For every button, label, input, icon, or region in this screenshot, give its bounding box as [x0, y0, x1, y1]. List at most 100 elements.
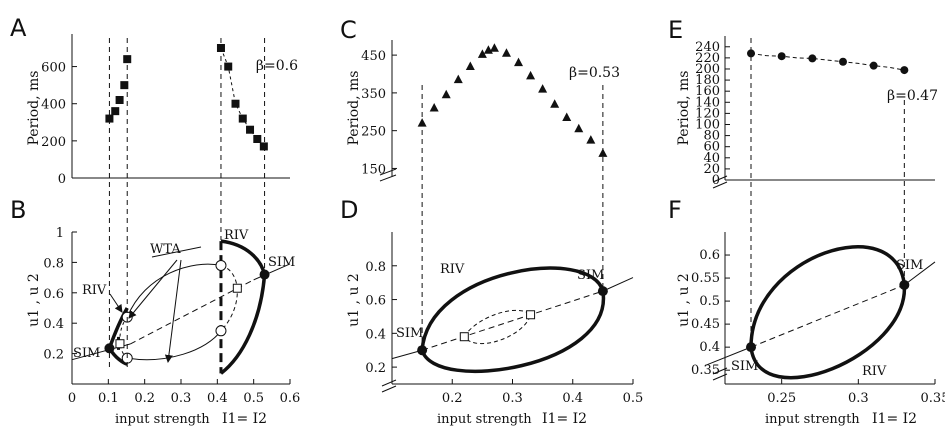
a-y-ticks: 0 200 400 600 [41, 61, 77, 187]
f-y-tick-label: 0.35 [691, 363, 720, 378]
e-y-tick-label: 120 [695, 106, 720, 121]
a-marks [105, 44, 268, 151]
d-marks [391, 266, 634, 374]
e-y-tick-label: 220 [695, 51, 720, 66]
a-data-point [231, 99, 240, 108]
d-open-square [526, 310, 536, 320]
f-y-tick-label: 0.45 [691, 317, 720, 332]
a-y-tick-label: 0 [58, 172, 66, 187]
a-y-tick-label: 200 [41, 135, 66, 150]
a-data-point [111, 107, 120, 116]
b-x-ticks: 0 0.1 0.2 0.3 0.4 0.5 0.6 [68, 379, 300, 406]
d-x-tick-label: 0.3 [502, 391, 523, 406]
d-y-tick-label: 0.8 [365, 260, 386, 275]
f-y-tick-label: 0.5 [699, 294, 720, 309]
f-y-tick-label: 0.55 [691, 271, 720, 286]
b-y-ticks: 0.2 0.4 0.6 0.8 1 [43, 226, 77, 363]
b-marks [71, 239, 291, 375]
c-data-point [489, 43, 499, 52]
a-data-point [259, 142, 268, 151]
c-data-point [586, 135, 596, 144]
f-x-label: input strength [765, 412, 860, 427]
f-x-ticks: 0.25 0.3 0.35 [767, 379, 945, 406]
a-data-point [120, 81, 129, 90]
d-x-tick-label: 0.4 [562, 391, 583, 406]
panel-c: 150 250 350 450 Period, ms β=0.53 [346, 40, 620, 182]
b-open-circle [215, 259, 227, 271]
c-data-point [477, 49, 487, 58]
b-wta-arrow-2 [164, 259, 182, 363]
b-x-tick-label: 0.2 [134, 391, 155, 406]
c-y-tick-label: 350 [361, 87, 386, 102]
c-data-point [441, 89, 451, 99]
c-data-point [453, 74, 463, 84]
e-marks [747, 49, 909, 75]
d-sim-point [417, 345, 428, 356]
e-y-tick-label: 60 [703, 140, 720, 155]
f-x-label-equation: I1= I2 [872, 411, 917, 427]
c-y-ticks: 150 250 350 450 [361, 49, 397, 177]
c-data-point [562, 112, 572, 121]
f-diagonal-dashed [750, 284, 905, 348]
b-y-label: u1 , u 2 [26, 273, 42, 327]
d-sim-annotation-left: SIM [396, 326, 423, 341]
b-wta-branch [126, 263, 222, 361]
d-x-label: input strength [437, 412, 532, 427]
panel-f: 0.25 0.3 0.35 0.35 0.4 0.45 0.5 0.55 0.6 u1 , u… [676, 232, 945, 427]
d-diagonal-dashed [421, 290, 604, 351]
c-data-point [526, 70, 536, 80]
c-axis-break-2 [379, 174, 397, 182]
e-y-tick-label: 240 [695, 40, 720, 55]
d-open-square [459, 332, 469, 342]
e-y-tick-label: 0 [712, 173, 720, 188]
panel-label-e: E [668, 16, 683, 44]
d-x-ticks: 0.2 0.3 0.4 0.5 [442, 379, 643, 406]
c-data-point [429, 103, 439, 112]
e-beta-annotation: β=0.47 [887, 88, 938, 104]
b-riv-branch-right [219, 239, 267, 375]
c-data-point [574, 123, 584, 133]
a-data-point [238, 114, 247, 123]
e-data-point [777, 52, 786, 61]
d-x-tick-label: 0.5 [623, 391, 644, 406]
c-y-tick-label: 450 [361, 49, 386, 64]
panel-label-c: C [340, 16, 357, 44]
b-sim-annotation-left: SIM [73, 346, 100, 361]
f-y-label: u1 , u 2 [676, 273, 692, 327]
panel-d: 0.2 0.3 0.4 0.5 0.2 0.4 0.6 0.8 u1 , u 2 input… [346, 232, 643, 427]
a-data-point [253, 135, 262, 143]
f-sim-point [746, 342, 756, 353]
a-data-point [115, 96, 124, 104]
b-wta-arrow-1 [128, 259, 178, 319]
f-y-tick-label: 0.4 [699, 340, 720, 355]
e-connector-line [750, 52, 905, 71]
d-riv-annotation: RIV [440, 262, 465, 277]
d-y-tick-label: 0.2 [365, 361, 386, 376]
a-beta-annotation: β=0.6 [256, 58, 298, 74]
c-data-point [538, 84, 548, 93]
c-data-point [550, 99, 560, 108]
e-axis-break-1 [712, 175, 728, 183]
b-sim-point [259, 269, 270, 280]
b-wta-annotation: WTA [150, 242, 181, 257]
e-data-point [900, 66, 909, 75]
d-y-label: u1 , u 2 [346, 273, 362, 327]
f-sim-annotation-left: SIM [731, 359, 758, 374]
f-y-ticks: 0.35 0.4 0.45 0.5 0.55 0.6 [691, 248, 730, 378]
b-unstable-branch-right [220, 264, 238, 332]
a-y-label: Period, ms [26, 71, 42, 146]
b-wta-leader-1 [151, 246, 202, 258]
d-y-tick-label: 0.6 [365, 294, 386, 309]
c-data-point [501, 48, 511, 57]
f-x-tick-label: 0.3 [848, 391, 869, 406]
e-y-tick-label: 40 [703, 151, 720, 166]
c-marks [417, 43, 608, 157]
panel-label-a: A [10, 14, 27, 42]
a-data-point [105, 114, 114, 123]
a-y-tick-label: 600 [41, 61, 66, 76]
d-diagonal-solid-left [391, 349, 423, 360]
c-y-tick-label: 150 [361, 162, 386, 177]
a-data-point [246, 125, 255, 134]
d-axis-break-1 [381, 379, 397, 387]
